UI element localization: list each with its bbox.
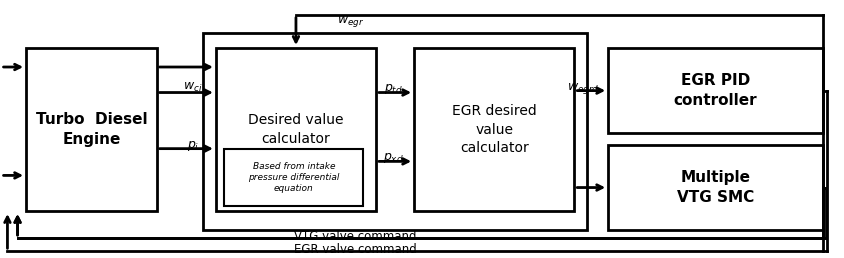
Text: $p_{i}$: $p_{i}$ xyxy=(187,139,199,153)
Text: EGR desired
value
calculator: EGR desired value calculator xyxy=(452,104,536,155)
Text: $w_{egrd}$: $w_{egrd}$ xyxy=(566,81,598,96)
Bar xyxy=(224,149,363,206)
Bar xyxy=(215,48,376,211)
Text: VTG valve command: VTG valve command xyxy=(294,230,416,243)
Bar xyxy=(26,48,157,211)
Text: $p_{td}$: $p_{td}$ xyxy=(384,82,403,96)
Bar xyxy=(203,33,587,230)
Text: Desired value
calculator: Desired value calculator xyxy=(248,113,344,146)
Text: Based from intake
pressure differential
equation: Based from intake pressure differential … xyxy=(248,162,339,193)
Bar xyxy=(414,48,574,211)
Bar xyxy=(608,145,822,230)
Text: $w_{egr}$: $w_{egr}$ xyxy=(337,14,364,29)
Text: $p_{xd}$: $p_{xd}$ xyxy=(383,151,403,165)
Text: Multiple
VTG SMC: Multiple VTG SMC xyxy=(676,170,754,205)
Text: $w_{ci}$: $w_{ci}$ xyxy=(183,81,203,94)
Bar xyxy=(608,48,822,133)
Text: Turbo  Diesel
Engine: Turbo Diesel Engine xyxy=(35,112,147,147)
Text: EGR PID
controller: EGR PID controller xyxy=(673,73,756,108)
Text: EGR valve command: EGR valve command xyxy=(293,243,416,256)
